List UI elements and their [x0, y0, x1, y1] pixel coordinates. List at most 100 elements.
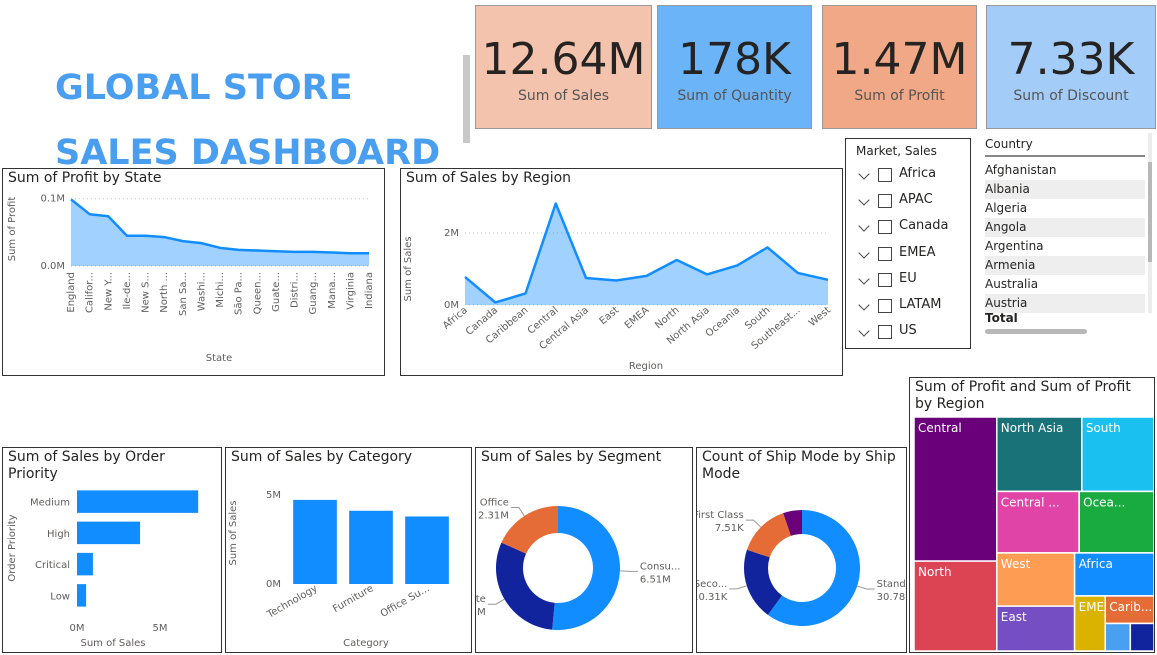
x-tick-label: Office Su... — [379, 583, 432, 620]
table-row[interactable]: Angola — [985, 218, 1145, 237]
y-tick-label: 5M — [266, 490, 281, 501]
leader-line — [729, 585, 747, 590]
slicer-item[interactable]: EU — [856, 271, 966, 293]
tile-label: East — [1001, 610, 1027, 624]
x-axis-title: State — [206, 353, 232, 364]
kpi-label: Sum of Profit — [854, 88, 945, 104]
x-tick-label: Oceania — [704, 305, 742, 340]
x-tick-label: West — [807, 305, 833, 329]
y-tick-label: 2M — [444, 228, 459, 239]
donut-slice — [501, 506, 558, 554]
x-tick-label: Queen... — [252, 272, 263, 314]
slicer-label: Africa — [899, 166, 937, 181]
donut-slice — [552, 506, 621, 630]
table-total: Total — [985, 311, 1018, 325]
expand-chevron — [858, 273, 870, 285]
slicer-label: EU — [899, 270, 917, 286]
x-tick-label: Virginia — [345, 272, 356, 310]
x-tick-label: Michi... — [215, 272, 226, 308]
slicer-label: LATAM — [899, 297, 942, 312]
separator — [463, 55, 470, 143]
y-tick-label: 0M — [266, 579, 281, 590]
treemap-tile — [996, 416, 1083, 493]
data-label: 6.51M — [640, 574, 671, 585]
slicer-item[interactable]: Canada — [856, 218, 966, 240]
slicer-item[interactable]: US — [856, 323, 966, 345]
checkbox — [878, 325, 892, 340]
kpi-label: Sum of Discount — [1013, 88, 1129, 104]
treemap-tile — [996, 490, 1080, 554]
data-label-category: Standard Cl... — [877, 579, 906, 590]
tile-label: Carib... — [1109, 600, 1152, 614]
slicer-item[interactable]: EMEA — [856, 245, 966, 267]
chart-panel: Consu... 6.51M Corporate 3.82M Home Office 2.… — [475, 447, 693, 653]
chart: Consu... 6.51M Corporate 3.82M Home Office 2.… — [476, 498, 680, 630]
expand-chevron — [858, 246, 870, 259]
x-axis-title: Category — [343, 638, 389, 649]
slicer-title: Market, Sales — [856, 144, 937, 158]
data-label: 7.51K — [715, 523, 744, 534]
chart-panel: Central North North Asia South Central ... Oc… — [909, 377, 1155, 653]
data-label: 3.82M — [476, 607, 486, 618]
kpi-value: 12.64M — [481, 34, 646, 85]
treemap-tile — [1073, 595, 1107, 652]
market-slicer: Market, Sales Africa APAC Canada EMEA EU LATA… — [845, 138, 971, 349]
bar — [77, 521, 141, 545]
bar — [77, 490, 199, 513]
leader-line — [510, 507, 525, 517]
chart-panel: 0M 5M Technology Furniture Office Su... Categ… — [225, 447, 472, 653]
scrollbar — [985, 329, 1087, 334]
area — [71, 199, 369, 266]
area — [465, 203, 828, 305]
tile-label: Central ... — [1001, 495, 1060, 509]
leader-line — [857, 585, 875, 590]
slicer-label: APAC — [899, 192, 933, 208]
tile-label: EMEA — [1079, 600, 1114, 614]
x-tick-label: North ... — [159, 272, 170, 313]
leader-line — [487, 598, 505, 605]
chart: Standard Cl... 30.78K Seco... 10.31K First C… — [697, 510, 906, 626]
tile-label: North Asia — [1001, 421, 1064, 435]
x-tick-label: 0M — [70, 623, 85, 634]
treemap-tile — [1129, 622, 1154, 652]
y-tick-label: 0M — [444, 300, 459, 311]
scrollbar-thumb — [1148, 162, 1152, 262]
slicer-item[interactable]: APAC — [856, 192, 966, 214]
y-tick-label: Low — [50, 591, 70, 602]
slicer-item[interactable]: LATAM — [856, 297, 966, 319]
line — [464, 202, 829, 304]
table-row[interactable]: Algeria — [985, 201, 1028, 215]
treemap-tile — [1078, 490, 1154, 554]
x-tick-label: São Pa... — [234, 272, 245, 315]
chart-title: Sum of Sales by Category — [231, 449, 413, 465]
tile-label: North — [918, 565, 952, 579]
x-tick-label: Distri... — [290, 272, 301, 308]
x-tick-label: Guate... — [271, 272, 282, 312]
chart: 0.0M 0.1M England Califor... New Y... Ile-de.… — [7, 194, 375, 364]
table-row[interactable]: Austria — [985, 294, 1145, 313]
chart-title: Sum of Sales by Order Priority — [8, 449, 165, 482]
table-row[interactable]: Argentina — [985, 239, 1044, 253]
x-tick-label: Washi... — [196, 272, 207, 311]
treemap-tile — [913, 560, 998, 652]
y-axis-title: Sum of Profit — [7, 197, 18, 262]
table-row[interactable]: Australia — [985, 277, 1039, 291]
table-row[interactable]: Albania — [985, 180, 1145, 199]
table-row[interactable]: Armenia — [985, 256, 1145, 275]
y-axis-title: Order Priority — [7, 514, 18, 581]
chart-panel: Standard Cl... 30.78K Seco... 10.31K First C… — [696, 447, 907, 653]
checkbox — [878, 194, 892, 209]
bar — [77, 552, 93, 576]
checkbox — [878, 299, 892, 313]
data-label: 2.31M — [478, 511, 509, 522]
y-tick-label: 0.1M — [40, 194, 65, 205]
kpi-value: 178K — [678, 34, 791, 85]
table-row[interactable]: Afghanistan — [985, 163, 1057, 177]
donut-slice — [746, 513, 791, 558]
x-tick-label: 5M — [153, 623, 168, 634]
chart-panel: 0.0M 0.1M England Califor... New Y... Ile-de.… — [2, 168, 385, 376]
chart-panel: 0M 2M Africa Canada Caribbean Central Central … — [400, 168, 843, 376]
slicer-item[interactable]: Africa — [856, 166, 966, 188]
